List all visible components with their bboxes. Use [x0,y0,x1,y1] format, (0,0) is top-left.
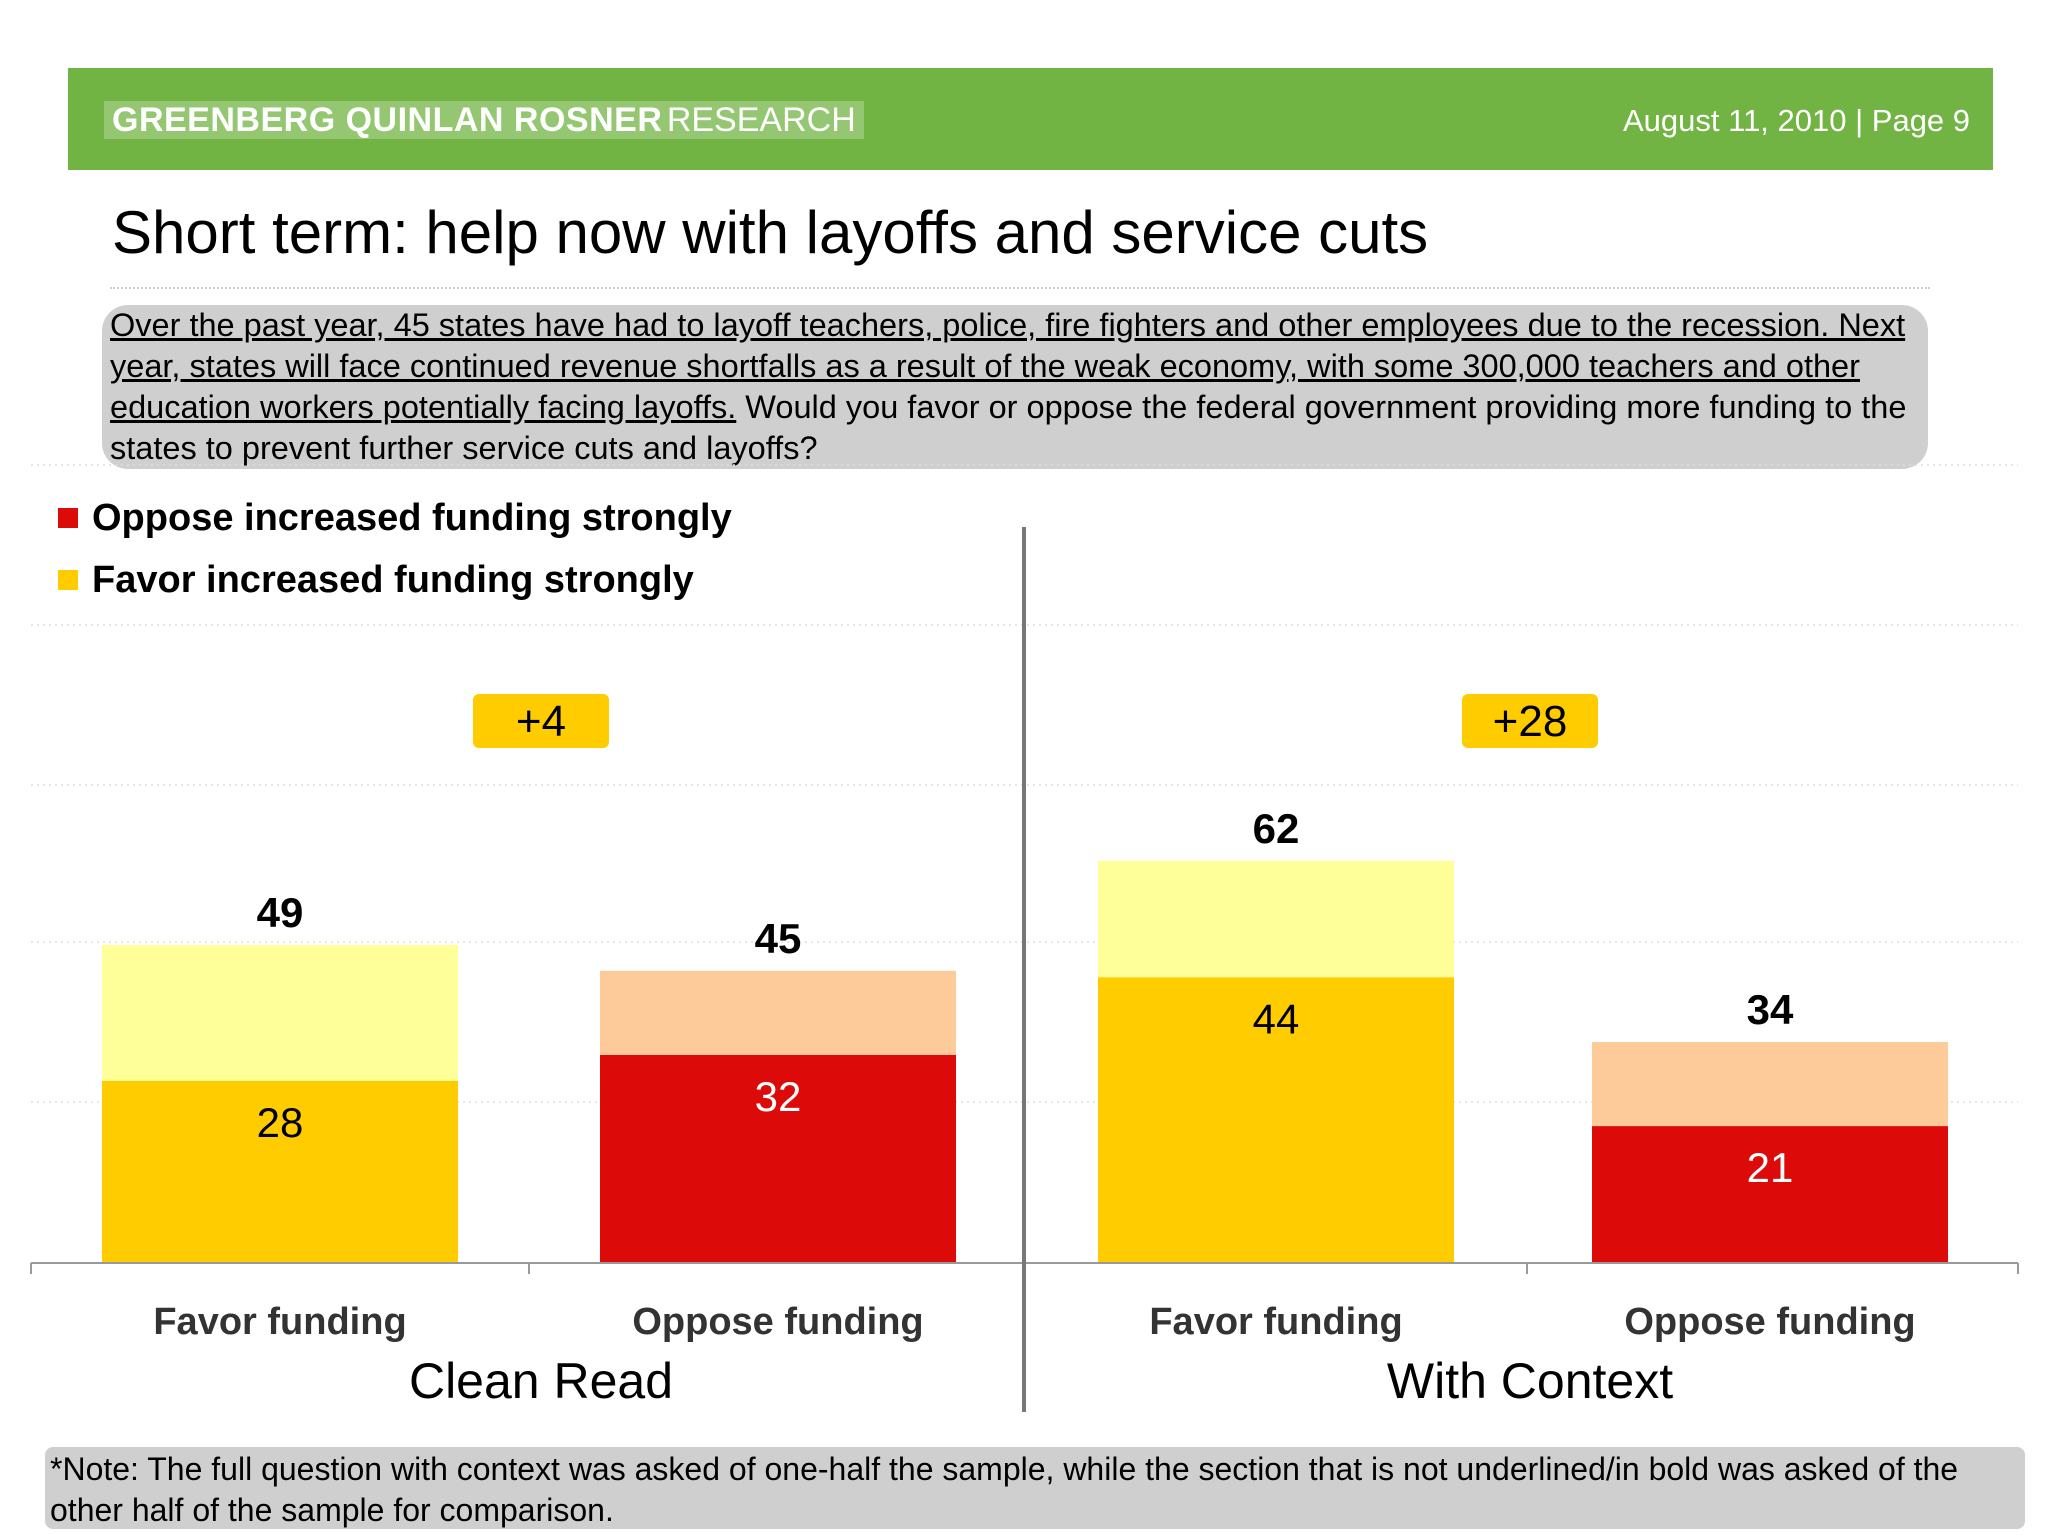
question-core: Would you favor or oppose the federal go… [110,389,1907,466]
data-label-strong: 32 [755,1073,802,1120]
data-label-total: 62 [1253,805,1300,852]
brand-name-light: RESEARCH [666,101,856,139]
bar-total-favor [1098,860,1454,978]
category-label: Oppose funding [1624,1301,1915,1343]
data-label-total: 45 [755,915,802,962]
category-label: Oppose funding [632,1301,923,1343]
bar-total-oppose [600,970,956,1055]
legend-swatch-oppose [58,508,78,528]
footnote-text: *Note: The full question with context wa… [50,1451,1959,1528]
question-box [102,305,1928,469]
brand-logo: GREENBERG QUINLAN ROSNER RESEARCH [104,101,864,139]
group-label: Clean Read [409,1353,673,1409]
difference-label: +28 [1493,697,1568,746]
data-label-strong: 44 [1253,995,1300,1042]
question-context-underlined: Over the past year, 45 states have had t… [110,307,1906,425]
bar-total-oppose [1592,1042,1948,1127]
difference-badge [1462,694,1598,748]
bar-strong-oppose [600,1054,956,1262]
legend-swatch-favor [58,570,78,590]
bar-strong-favor [102,1080,458,1262]
legend-label-oppose: Oppose increased funding strongly [92,497,732,539]
data-label-total: 34 [1747,986,1794,1033]
group-label: With Context [1387,1353,1673,1409]
data-label-strong: 21 [1747,1144,1794,1191]
legend-label-favor: Favor increased funding strongly [92,559,694,601]
data-label-total: 49 [257,889,304,936]
data-label-strong: 28 [257,1099,304,1146]
page-title: Short term: help now with layoffs and se… [112,199,1429,266]
category-label: Favor funding [153,1301,406,1343]
bar-total-favor [102,944,458,1081]
header-bar: GREENBERG QUINLAN ROSNER RESEARCH August… [68,68,1993,170]
brand-name-bold: GREENBERG QUINLAN ROSNER [112,101,663,139]
note-box [45,1447,2025,1529]
date-page-label: August 11, 2010 | Page 9 [1623,103,1971,138]
question-text: Over the past year, 45 states have had t… [110,305,1930,469]
bar-strong-oppose [1592,1126,1948,1262]
title-divider [110,287,1930,289]
category-label: Favor funding [1149,1301,1402,1343]
difference-badge [473,694,609,748]
difference-label: +4 [516,697,566,746]
bar-strong-favor [1098,977,1454,1262]
